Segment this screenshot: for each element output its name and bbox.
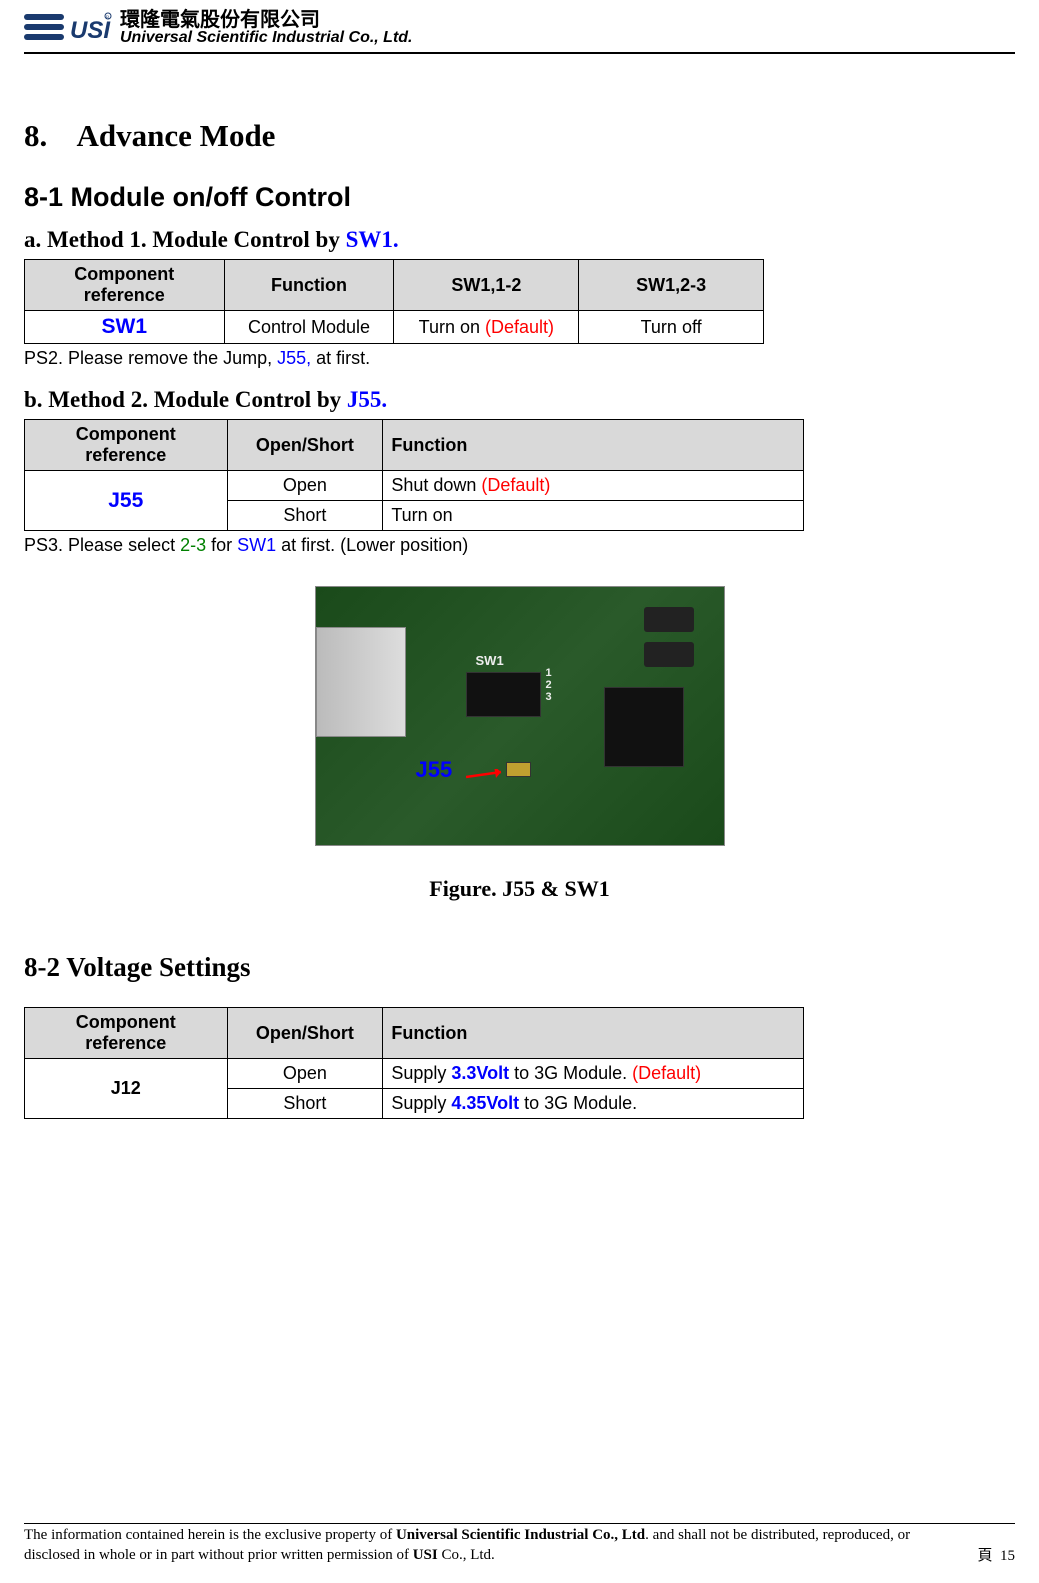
header-rule	[24, 52, 1015, 54]
fn-b: 3.3Volt	[451, 1063, 509, 1083]
sw1-silkscreen: SW1	[476, 653, 504, 668]
td-os-open: Open	[227, 471, 383, 501]
table-row: Component reference Open/Short Function	[25, 420, 804, 471]
th-function: Function	[383, 420, 804, 471]
td-os-open: Open	[227, 1059, 383, 1089]
fn-b: (Default)	[481, 475, 550, 495]
sub-8-1-title: 8-1 Module on/off Control	[24, 182, 1015, 213]
fn-c: to 3G Module.	[509, 1063, 632, 1083]
td-fn-open: Supply 3.3Volt to 3G Module. (Default)	[383, 1059, 804, 1089]
th-openshort: Open/Short	[227, 1008, 383, 1059]
smd-icon	[644, 607, 694, 632]
sw1-ref: SW1	[102, 315, 148, 338]
table-row: SW1 Control Module Turn on (Default) Tur…	[25, 311, 764, 344]
ps3a: PS3. Please select	[24, 535, 180, 555]
td-fn-short: Supply 4.35Volt to 3G Module.	[383, 1089, 804, 1119]
sub-8-2-title: 8-2 Voltage Settings	[24, 952, 1015, 983]
method-b-heading: b. Method 2. Module Control by J55.	[24, 387, 1015, 413]
ft-a: The information contained herein is the …	[24, 1527, 396, 1543]
th-component: Component reference	[25, 420, 228, 471]
figure-caption: Figure. J55 & SW1	[429, 876, 609, 902]
page-footer: The information contained herein is the …	[24, 1523, 1015, 1565]
table-j55: Component reference Open/Short Function …	[24, 419, 804, 531]
method-a-hl: SW1.	[346, 227, 399, 252]
section-name: Advance Mode	[77, 118, 276, 153]
table-row: Component reference Function SW1,1-2 SW1…	[25, 260, 764, 311]
td-fn-short: Turn on	[383, 501, 804, 531]
fn-a: Supply	[391, 1093, 451, 1113]
method-b-prefix: b. Method 2. Module Control by	[24, 387, 347, 412]
pcb-image: SW1 1 2 3 J55	[315, 586, 725, 846]
smd-icon	[644, 642, 694, 667]
fn-c: to 3G Module.	[519, 1093, 637, 1113]
usb-connector-icon	[316, 627, 406, 737]
ps3: PS3. Please select 2-3 for SW1 at first.…	[24, 535, 1015, 556]
th-function: Function	[224, 260, 394, 311]
fn-a: Shut down	[391, 475, 481, 495]
method-b-hl: J55.	[347, 387, 387, 412]
ps3c: for	[206, 535, 237, 555]
ps2c: at first.	[311, 348, 370, 368]
th-sw23: SW1,2-3	[579, 260, 764, 311]
usi-logo-icon: USI R	[24, 8, 112, 48]
th-function: Function	[383, 1008, 804, 1059]
td-fn-open: Shut down (Default)	[383, 471, 804, 501]
ft-d: USI	[413, 1547, 438, 1563]
fn-b: 4.35Volt	[451, 1093, 519, 1113]
table-row: Component reference Open/Short Function	[25, 1008, 804, 1059]
sw1-switch-icon	[466, 672, 541, 717]
ps3d: SW1	[237, 535, 276, 555]
th-component: Component reference	[25, 260, 225, 311]
ps2a: PS2. Please remove the Jump,	[24, 348, 277, 368]
j55-annotation: J55	[416, 757, 453, 783]
table-row: J55 Open Shut down (Default)	[25, 471, 804, 501]
section-number: 8.	[24, 118, 47, 153]
td-ref: J12	[25, 1059, 228, 1119]
method-a-heading: a. Method 1. Module Control by SW1.	[24, 227, 1015, 253]
td-os-short: Short	[227, 1089, 383, 1119]
logo-en: Universal Scientific Industrial Co., Ltd…	[120, 30, 413, 46]
content: 8. Advance Mode 8-1 Module on/off Contro…	[24, 58, 1015, 1119]
fn-d: (Default)	[632, 1063, 701, 1083]
ps2b: J55,	[277, 348, 311, 368]
fn-a: Supply	[391, 1063, 451, 1083]
ft-b: Universal Scientific Industrial Co., Ltd	[396, 1527, 645, 1543]
td-c12: Turn on (Default)	[394, 311, 579, 344]
logo: USI R 環隆電氣股份有限公司 Universal Scientific In…	[24, 8, 1015, 48]
ft-e: Co., Ltd.	[438, 1547, 495, 1563]
logo-cn: 環隆電氣股份有限公司	[120, 10, 413, 30]
footer-text: The information contained herein is the …	[24, 1526, 944, 1565]
page-number: 頁 15	[977, 1544, 1015, 1565]
table-row: J12 Open Supply 3.3Volt to 3G Module. (D…	[25, 1059, 804, 1089]
th-openshort: Open/Short	[227, 420, 383, 471]
page-n: 15	[1000, 1548, 1015, 1564]
logo-text: 環隆電氣股份有限公司 Universal Scientific Industri…	[120, 10, 413, 46]
table-sw1: Component reference Function SW1,1-2 SW1…	[24, 259, 764, 344]
page-prefix: 頁	[977, 1548, 992, 1564]
j55-ref: J55	[108, 489, 143, 512]
ps3e: at first. (Lower position)	[276, 535, 468, 555]
method-a-prefix: a. Method 1. Module Control by	[24, 227, 346, 252]
ic-icon	[604, 687, 684, 767]
table-j12: Component reference Open/Short Function …	[24, 1007, 804, 1119]
ps2: PS2. Please remove the Jump, J55, at fir…	[24, 348, 1015, 369]
arrow-icon	[466, 769, 516, 789]
svg-text:USI: USI	[70, 17, 111, 44]
figure-j55-sw1: SW1 1 2 3 J55 Figure. J55 & SW1	[24, 586, 1015, 902]
th-component: Component reference	[25, 1008, 228, 1059]
pin-labels: 1 2 3	[546, 667, 552, 703]
c12b: (Default)	[485, 317, 554, 337]
td-c23: Turn off	[579, 311, 764, 344]
page-header: USI R 環隆電氣股份有限公司 Universal Scientific In…	[24, 0, 1015, 58]
td-ref: SW1	[25, 311, 225, 344]
c12a: Turn on	[419, 317, 485, 337]
th-sw12: SW1,1-2	[394, 260, 579, 311]
td-os-short: Short	[227, 501, 383, 531]
td-ref: J55	[25, 471, 228, 531]
td-func: Control Module	[224, 311, 394, 344]
footer-rule	[24, 1523, 1015, 1524]
ps3b: 2-3	[180, 535, 206, 555]
section-title: 8. Advance Mode	[24, 118, 1015, 154]
